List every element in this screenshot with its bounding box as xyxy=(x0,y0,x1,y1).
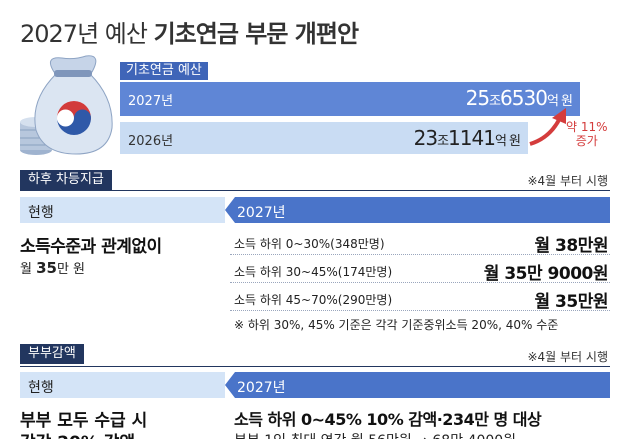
section1-row: 소득 하위 30~45%(174만명) 월 35만 9000원 xyxy=(230,257,610,284)
budget-bar-2026: 2026년 23조1141억 원 xyxy=(120,122,528,154)
section1-row: 소득 하위 0~30%(348만명) 월 38만원 xyxy=(230,229,610,256)
page-title: 2027년 예산 기초연금 부문 개편안 xyxy=(20,14,359,49)
section1-row: 소득 하위 45~70%(290만명) 월 35만원 xyxy=(230,285,610,312)
money-bag-icon xyxy=(20,55,113,155)
section2-note: ※4월 부터 시행 xyxy=(527,350,608,364)
section1-footnote: ※ 하위 30%, 45% 기준은 각각 기준중위소득 20%, 40% 수준 xyxy=(234,318,559,332)
row-value: 월 35만원 xyxy=(534,292,609,312)
budget-year-2026: 2026년 xyxy=(128,134,174,149)
title-bold: 기초연금 부문 개편안 xyxy=(153,20,359,48)
section2-current-cut: 각각 20% 감액 xyxy=(20,428,135,439)
section1-head-new: 2027년 xyxy=(225,197,610,223)
section2-head-current: 현행 xyxy=(20,372,225,398)
row-label: 소득 하위 45~70%(290만명) xyxy=(234,293,393,307)
row-label: 소득 하위 30~45%(174만명) xyxy=(234,265,393,279)
section1-current-sub: 월 35만 원 xyxy=(20,259,86,277)
section1-note: ※4월 부터 시행 xyxy=(527,174,608,188)
section1-tag: 하후 차등지급 xyxy=(20,170,112,190)
section1-current-main: 소득수준과 관계없이 xyxy=(20,237,162,257)
increase-note: 약 11% 증가 xyxy=(566,120,608,148)
row-value: 월 35만 9000원 xyxy=(483,264,609,284)
section2-tag: 부부감액 xyxy=(20,344,84,364)
section1-head-current: 현행 xyxy=(20,197,225,223)
budget-bar-2027: 2027년 25조6530억 원 xyxy=(120,82,580,116)
row-label: 소득 하위 0~30%(348만명) xyxy=(234,237,385,251)
budget-year-2027: 2027년 xyxy=(128,94,174,109)
section2-head-new: 2027년 xyxy=(225,372,610,398)
budget-amount-2026: 23조1141억 원 xyxy=(413,126,521,150)
section2-new-cut: 부부 1인 최대 연간 월 56만원 → 68만 4000원 xyxy=(234,430,516,439)
title-light: 2027년 예산 xyxy=(20,20,148,48)
row-value: 월 38만원 xyxy=(534,236,609,256)
section2-current-main: 부부 모두 수급 시 xyxy=(20,411,148,431)
budget-amount-2027: 25조6530억 원 xyxy=(465,86,573,110)
section2-new-main: 소득 하위 0~45% 10% 감액·234만 명 대상 xyxy=(234,410,542,429)
budget-tag: 기초연금 예산 xyxy=(120,62,208,80)
section2-divider xyxy=(20,366,610,367)
increase-arrow-icon xyxy=(529,108,566,146)
section1-divider xyxy=(20,190,610,191)
